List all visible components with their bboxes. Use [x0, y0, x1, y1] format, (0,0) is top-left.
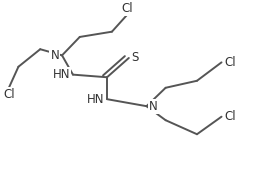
Text: S: S — [132, 52, 139, 64]
Text: Cl: Cl — [224, 110, 236, 123]
Text: HN: HN — [53, 68, 70, 81]
Text: HN: HN — [87, 93, 104, 106]
Text: Cl: Cl — [121, 2, 133, 15]
Text: N: N — [51, 49, 59, 62]
Text: N: N — [149, 100, 158, 113]
Text: Cl: Cl — [3, 88, 15, 101]
Text: Cl: Cl — [224, 56, 236, 69]
